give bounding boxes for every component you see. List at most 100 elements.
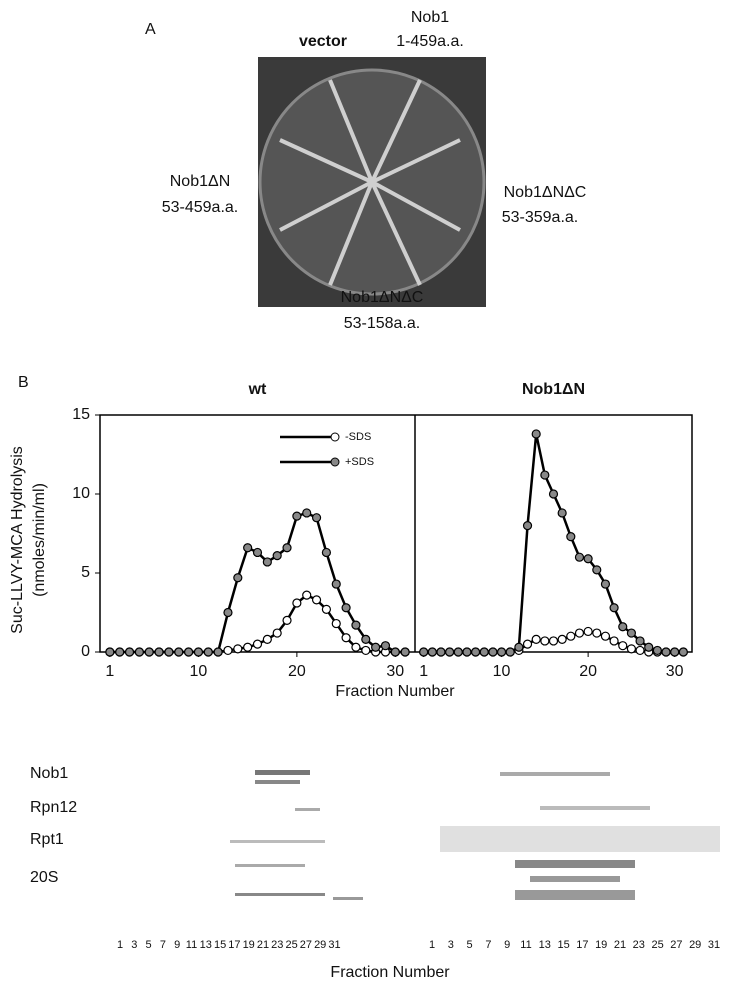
point	[154, 647, 164, 657]
legend-label: -SDS	[345, 431, 371, 443]
point	[223, 645, 233, 656]
legend-label: +SDS	[345, 456, 374, 468]
plate-label: 53-459a.a.	[162, 199, 239, 216]
panel-label: A	[145, 21, 156, 38]
fraction-label: 11	[520, 939, 531, 951]
fraction-label: 29	[314, 939, 326, 951]
point	[609, 603, 619, 613]
y-tick-label: 15	[72, 406, 90, 423]
point	[566, 532, 576, 542]
point	[124, 647, 135, 657]
point	[351, 642, 361, 652]
plate-label: Nob1	[411, 9, 449, 26]
y-axis-label: Suc-LLVY-MCA Hydrolysis	[9, 446, 26, 634]
point	[453, 647, 463, 657]
fraction-label: 19	[595, 939, 607, 951]
plate-label: 1-459a.a.	[396, 33, 464, 50]
point	[419, 647, 429, 657]
point	[400, 647, 410, 657]
point	[371, 642, 381, 652]
point	[618, 622, 628, 632]
series-line	[109, 511, 406, 654]
legend-marker	[330, 432, 340, 442]
point	[609, 636, 619, 646]
point	[522, 520, 533, 531]
point	[272, 551, 282, 561]
fraction-label: 31	[708, 939, 720, 951]
point	[223, 607, 233, 618]
point	[557, 508, 567, 518]
point	[583, 554, 593, 564]
point	[592, 628, 602, 638]
series-line	[423, 433, 684, 654]
x-tick-label: 1	[105, 663, 114, 680]
point	[341, 603, 351, 613]
point	[644, 642, 654, 652]
point	[592, 565, 602, 575]
point	[115, 647, 125, 657]
x-tick-label: 10	[190, 663, 208, 680]
chart-title: wt	[248, 381, 267, 398]
fraction-label: 25	[285, 939, 297, 951]
point	[134, 647, 144, 657]
blot-row-label: 20S	[30, 869, 58, 886]
point	[361, 645, 371, 656]
fraction-label: 27	[300, 939, 312, 951]
point	[531, 429, 541, 439]
fraction-label: 7	[160, 939, 166, 951]
point	[600, 579, 611, 589]
point	[626, 644, 637, 654]
x-axis-label: Fraction Number	[335, 683, 455, 700]
blot-row-label: Rpt1	[30, 831, 64, 848]
point	[427, 647, 437, 657]
point	[635, 636, 645, 646]
fraction-label: 21	[614, 939, 626, 951]
fraction-label: 1	[117, 939, 123, 951]
point	[380, 641, 391, 651]
point	[670, 647, 680, 657]
point	[390, 647, 400, 657]
point	[213, 647, 223, 657]
point	[252, 547, 263, 558]
point	[661, 647, 671, 657]
point	[302, 508, 312, 518]
point	[144, 647, 154, 657]
fraction-label: 11	[186, 939, 197, 951]
fraction-label: 23	[271, 939, 283, 951]
point	[351, 620, 361, 630]
fraction-label: 27	[670, 939, 682, 951]
fraction-label: 31	[328, 939, 340, 951]
point	[292, 598, 302, 608]
point	[436, 647, 446, 657]
point	[331, 618, 341, 629]
point	[321, 604, 332, 614]
point	[445, 647, 455, 657]
x-tick-label: 1	[419, 663, 428, 680]
point	[193, 647, 204, 657]
plot-frame	[99, 414, 693, 653]
point	[243, 543, 253, 553]
chart-title: Nob1ΔN	[522, 381, 585, 398]
point	[311, 595, 322, 605]
point	[361, 634, 371, 644]
point	[496, 647, 507, 657]
point	[262, 557, 272, 567]
x-tick-label: 30	[386, 663, 404, 680]
legend-marker	[330, 457, 340, 467]
point	[174, 647, 184, 657]
point	[514, 642, 524, 652]
point	[548, 636, 559, 646]
fraction-label: 21	[257, 939, 269, 951]
y-tick-label: 5	[81, 564, 90, 581]
y-tick-label: 10	[72, 485, 90, 502]
point	[557, 634, 567, 644]
fraction-label: 15	[214, 939, 226, 951]
fraction-label: 5	[467, 939, 473, 951]
point	[164, 647, 174, 657]
point	[600, 631, 611, 641]
fraction-label: 3	[131, 939, 137, 951]
point	[583, 626, 593, 637]
plate-label: Nob1ΔN	[170, 173, 231, 190]
x-tick-label: 20	[579, 663, 597, 680]
